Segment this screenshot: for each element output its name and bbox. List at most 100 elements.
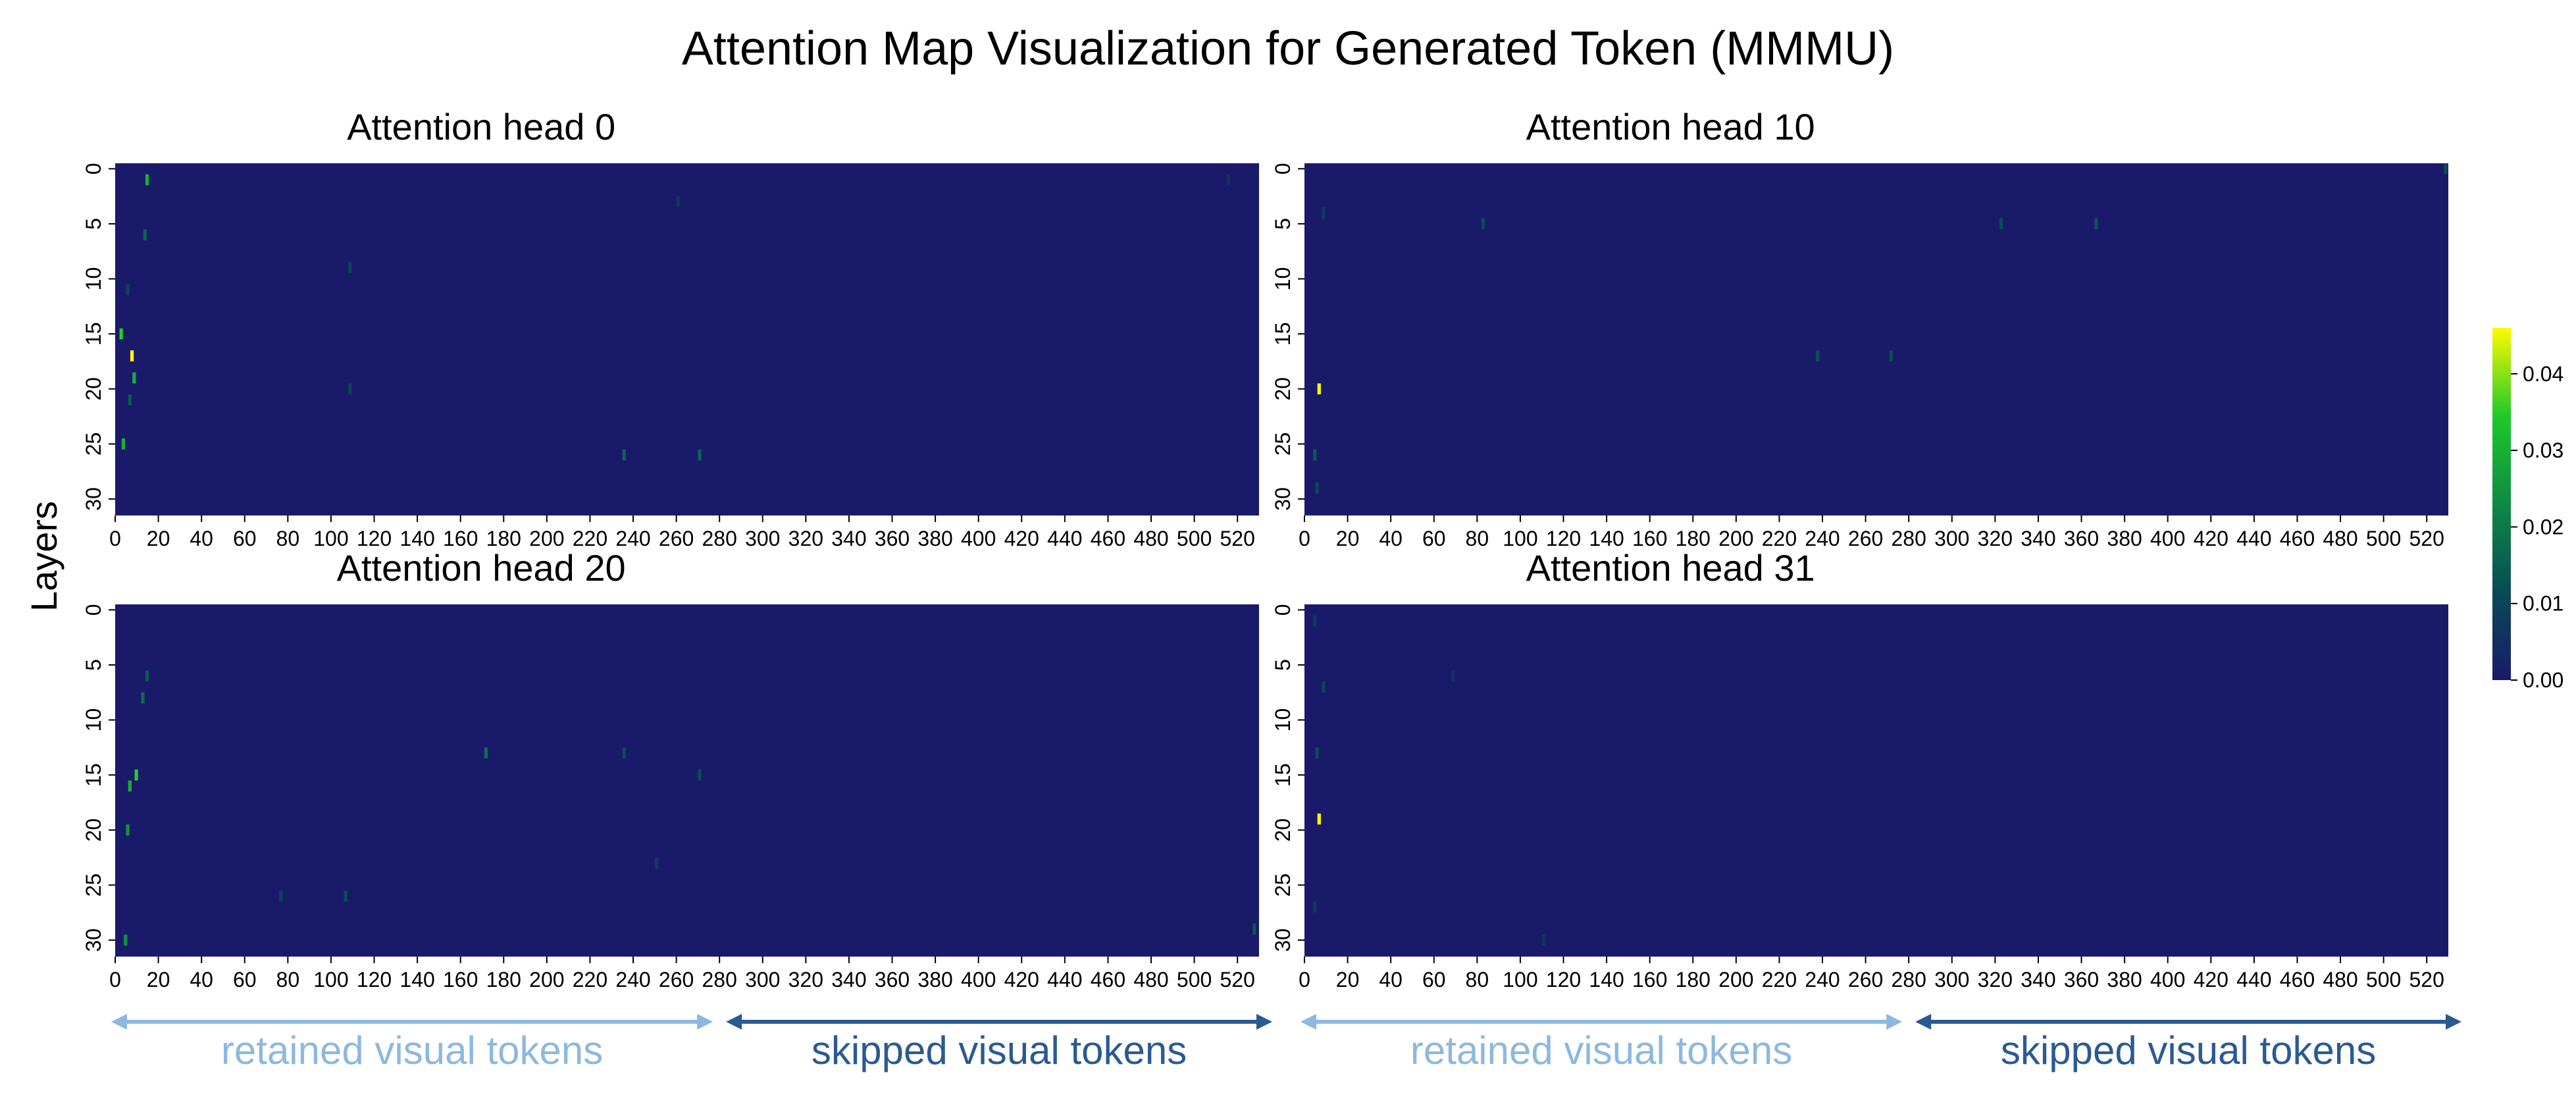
y-tick-label: 20 (1271, 377, 1295, 401)
x-tick-label: 140 (399, 968, 434, 991)
x-tick-label: 80 (276, 527, 300, 550)
x-tick-label: 260 (1848, 527, 1883, 550)
heatmap-cell (126, 284, 130, 296)
x-tick-label: 380 (2107, 968, 2142, 991)
x-tick-label: 320 (1978, 968, 2013, 991)
x-tick-label: 320 (1978, 527, 2013, 550)
heatmap-cell (134, 769, 138, 781)
colorbar-gradient (2492, 328, 2511, 680)
x-tick-label: 180 (486, 527, 521, 550)
x-tick-label: 260 (659, 527, 694, 550)
heatmap-panel: Attention head 00 20 40 60 80 100 120 140 160 180… (82, 106, 1259, 550)
x-tick-label: 220 (573, 527, 607, 550)
panel-title: Attention head 0 (347, 106, 615, 147)
heatmap-cell (1889, 350, 1893, 361)
x-tick-label: 140 (1589, 527, 1624, 550)
x-tick-label: 300 (745, 968, 780, 991)
heatmap-cell (676, 196, 680, 207)
retained-tokens-arrow (1301, 1014, 1903, 1030)
x-tick-label: 200 (1718, 527, 1753, 550)
x-tick-label: 360 (2064, 968, 2099, 991)
x-tick-label: 500 (1177, 968, 1212, 991)
x-tick-label: 100 (1503, 527, 1537, 550)
heatmap-cell (141, 692, 145, 704)
x-tick-label: 380 (917, 527, 952, 550)
x-tick-label: 460 (2280, 527, 2315, 550)
heatmap-cell (1313, 449, 1317, 461)
x-tick-label: 240 (615, 527, 650, 550)
heatmap-cell (1317, 383, 1321, 395)
y-tick-label: 0 (1271, 604, 1295, 616)
retained-tokens-label: retained visual tokens (1410, 1028, 1792, 1072)
retained-tokens-label: retained visual tokens (221, 1028, 603, 1072)
x-tick-label: 520 (1220, 968, 1255, 991)
x-tick-label: 180 (1676, 527, 1711, 550)
heatmap-cell (698, 449, 702, 461)
x-tick-label: 440 (2236, 527, 2271, 550)
x-tick-label: 80 (1466, 968, 1489, 991)
y-tick-label: 5 (1271, 218, 1295, 230)
y-tick-label: 10 (1271, 708, 1295, 732)
y-tick-label: 15 (1271, 763, 1295, 787)
y-tick-label: 25 (1271, 433, 1295, 456)
x-tick-label: 260 (1848, 968, 1883, 991)
x-tick-label: 360 (2064, 527, 2099, 550)
x-tick-label: 120 (1546, 527, 1581, 550)
x-tick-label: 160 (443, 527, 478, 550)
x-tick-label: 180 (1676, 968, 1711, 991)
x-tick-label: 60 (233, 527, 257, 550)
x-tick-label: 360 (875, 527, 910, 550)
x-tick-label: 20 (147, 968, 170, 991)
x-tick-label: 0 (109, 527, 121, 550)
x-tick-label: 180 (486, 968, 521, 991)
heatmap-cell (1451, 670, 1455, 682)
heatmap-cell (654, 857, 659, 869)
y-tick-label: 15 (82, 322, 105, 346)
token-annotations: retained visual tokens skipped visual tok… (111, 1014, 2461, 1072)
heatmap-background (115, 604, 1259, 957)
x-tick-label: 440 (1047, 527, 1082, 550)
x-tick-label: 260 (659, 968, 694, 991)
x-tick-label: 340 (831, 527, 866, 550)
y-tick-label: 15 (1271, 322, 1295, 346)
heatmap-cell (1313, 901, 1317, 913)
x-tick-label: 240 (615, 968, 650, 991)
x-tick-label: 280 (1891, 527, 1926, 550)
y-tick-label: 30 (82, 487, 105, 511)
x-tick-label: 120 (1546, 968, 1581, 991)
x-tick-label: 200 (529, 968, 564, 991)
y-tick-label: 25 (82, 874, 105, 897)
y-tick-label: 0 (82, 604, 105, 616)
x-tick-label: 100 (313, 527, 348, 550)
heatmap-cell (2444, 163, 2448, 174)
x-tick-label: 400 (2150, 527, 2185, 550)
heatmap-panel: Attention head 100 20 40 60 80 100 120 140 160 18… (1271, 106, 2448, 550)
x-tick-label: 160 (1632, 527, 1667, 550)
heatmap-cell (119, 328, 123, 340)
x-tick-label: 0 (109, 968, 121, 991)
x-tick-label: 420 (1004, 968, 1039, 991)
skipped-tokens-arrow (1915, 1014, 2461, 1030)
y-tick-label: 5 (82, 659, 105, 671)
colorbar-tick-label: 0.01 (2523, 592, 2563, 616)
heatmap-background (115, 163, 1259, 515)
heatmap-cell (128, 394, 132, 406)
y-tick-label: 25 (1271, 874, 1295, 897)
x-tick-label: 400 (961, 968, 996, 991)
x-tick-label: 340 (2021, 527, 2055, 550)
x-tick-label: 460 (1091, 968, 1125, 991)
x-tick-label: 440 (1047, 968, 1082, 991)
x-tick-label: 240 (1805, 968, 1840, 991)
heatmap-panel: Attention head 200 20 40 60 80 100 120 140 160 18… (82, 547, 1259, 991)
colorbar-tick-label: 0.04 (2523, 362, 2563, 386)
x-tick-label: 100 (1503, 968, 1537, 991)
heatmap-cell (1252, 923, 1256, 935)
heatmap-cell (1541, 934, 1545, 946)
x-tick-label: 80 (1466, 527, 1489, 550)
skipped-tokens-label: skipped visual tokens (811, 1028, 1187, 1072)
heatmap-cell (1317, 813, 1321, 825)
x-tick-label: 220 (1762, 968, 1797, 991)
heatmap-cell (2094, 218, 2098, 230)
x-tick-label: 40 (190, 968, 213, 991)
